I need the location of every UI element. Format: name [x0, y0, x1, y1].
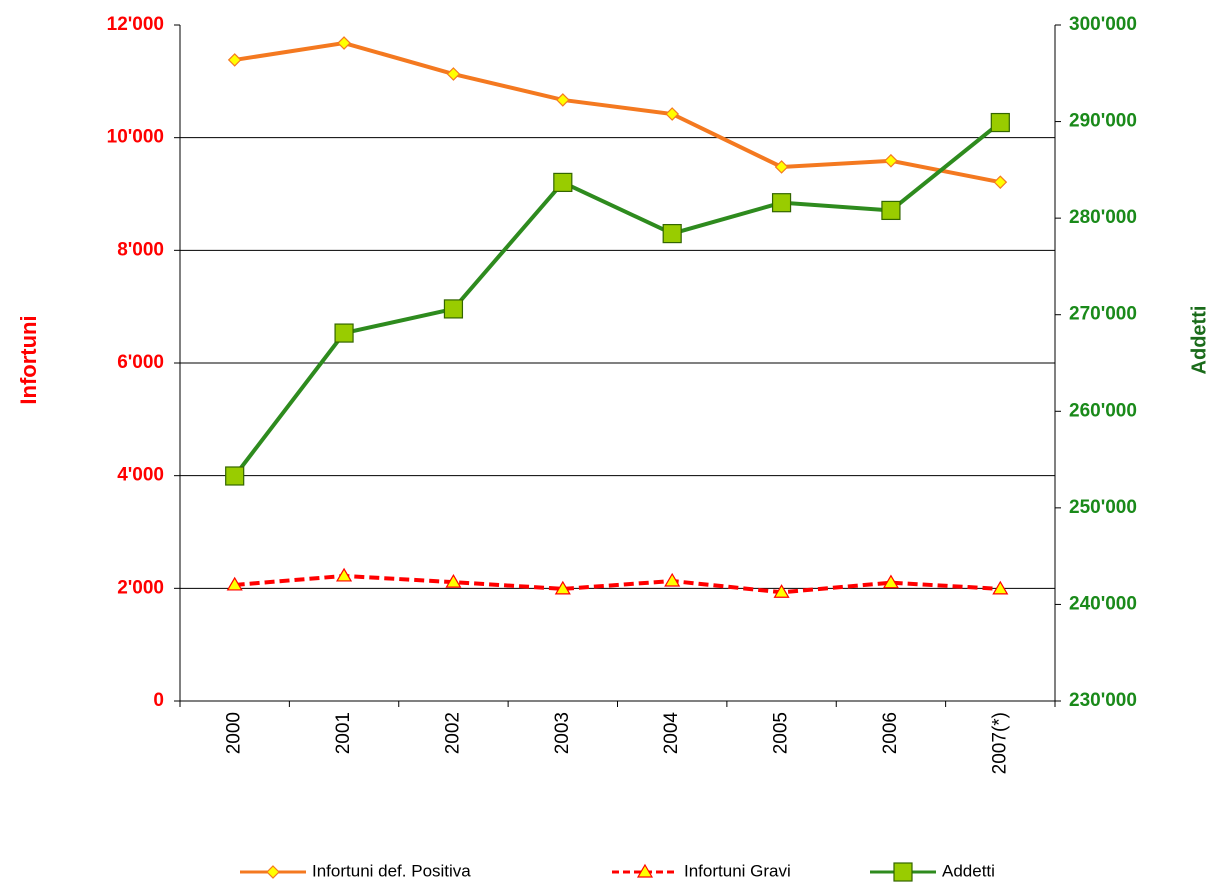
point [992, 580, 1009, 595]
point [334, 323, 354, 343]
point [555, 93, 570, 107]
point [336, 567, 353, 582]
x-tick-label: 2005 [771, 712, 792, 754]
legend-label: Infortuni def. Positiva [312, 861, 471, 880]
point [773, 584, 790, 598]
x-tick-label: 2001 [333, 712, 354, 754]
point [226, 576, 243, 591]
point [554, 580, 571, 595]
legend-marker [636, 863, 654, 878]
point [662, 223, 682, 244]
point [774, 160, 789, 174]
series-line [233, 120, 1002, 478]
y-tick-label: 10'000 [107, 127, 164, 148]
point [443, 299, 464, 319]
point [553, 172, 573, 193]
x-tick-label: 2004 [661, 712, 682, 755]
x-tick-label: 2007(*) [989, 712, 1010, 774]
y-tick-label: 4'000 [117, 465, 164, 486]
y2-tick-label: 260'000 [1069, 400, 1137, 421]
point [227, 53, 242, 67]
point [664, 572, 681, 587]
point [990, 112, 1010, 133]
x-tick-label: 2006 [880, 712, 901, 754]
point [884, 153, 898, 168]
y-tick-label: 12'000 [107, 14, 164, 35]
y-tick-label: 0 [153, 690, 164, 711]
y2-tick-label: 230'000 [1069, 690, 1137, 711]
point [881, 200, 901, 221]
point [337, 36, 351, 50]
point [446, 67, 461, 81]
legend-label: Infortuni Gravi [684, 861, 791, 880]
series-line [234, 40, 1001, 185]
y-tick-label: 8'000 [117, 239, 164, 260]
point [445, 573, 462, 588]
point [771, 193, 792, 213]
y2-tick-label: 250'000 [1069, 497, 1137, 518]
y2-tick-label: 280'000 [1069, 207, 1137, 228]
point [665, 107, 680, 121]
x-tick-label: 2003 [552, 712, 573, 754]
legend-marker [266, 865, 280, 879]
point [993, 175, 1008, 190]
y-tick-label: 6'000 [117, 352, 164, 373]
point [225, 466, 245, 486]
y-tick-label: 2'000 [117, 577, 164, 598]
y2-tick-label: 240'000 [1069, 593, 1137, 614]
point [882, 574, 899, 589]
x-tick-label: 2000 [224, 712, 245, 754]
y2-tick-label: 270'000 [1069, 304, 1137, 325]
y2-tick-label: 300'000 [1069, 14, 1137, 35]
y2-tick-label: 290'000 [1069, 111, 1137, 132]
y-axis-title: Infortuni [16, 315, 41, 404]
series-line [234, 573, 1001, 595]
legend-label: Addetti [942, 861, 995, 880]
legend-marker [893, 862, 913, 882]
y2-axis-title: Addetti [1188, 306, 1210, 375]
x-tick-label: 2002 [442, 712, 463, 754]
